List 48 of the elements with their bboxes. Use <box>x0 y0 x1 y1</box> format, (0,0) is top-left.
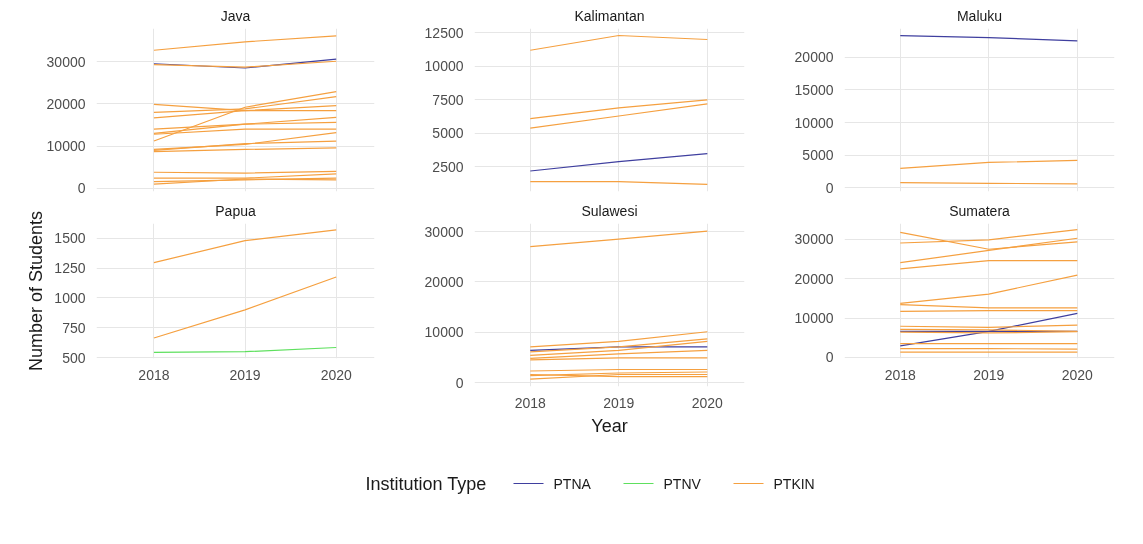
y-tick-label: 2500 <box>432 158 464 175</box>
y-tick-label: 5000 <box>432 125 464 142</box>
y-tick-label: 15000 <box>794 81 834 98</box>
y-tick-label: 30000 <box>46 53 86 70</box>
y-tick-label: 20000 <box>794 49 834 66</box>
y-tick-label: 10000 <box>424 58 464 75</box>
y-tick-label: 30000 <box>794 231 834 248</box>
y-tick-label: 1500 <box>54 230 86 247</box>
y-tick-label: 0 <box>77 180 86 197</box>
y-tick-label: 0 <box>825 349 834 366</box>
x-tick-label: 2018 <box>514 394 547 411</box>
chart-title: Papua <box>215 202 256 219</box>
x-tick-label: 2020 <box>691 394 724 411</box>
y-tick-label: 12500 <box>424 24 464 41</box>
y-tick-label: 1000 <box>54 289 86 306</box>
x-tick-label: 2019 <box>603 394 635 411</box>
y-axis-title: Number of Students <box>26 210 47 372</box>
y-tick-label: 20000 <box>424 273 464 290</box>
y-tick-label: 0 <box>455 374 464 391</box>
y-tick-label: 10000 <box>794 310 834 326</box>
x-tick-label: 2018 <box>138 366 170 383</box>
y-tick-label: 10000 <box>794 114 834 131</box>
legend-title: Institution Type <box>365 473 487 494</box>
legend-label: PTNV <box>663 475 702 492</box>
legend-label: PTNA <box>553 475 592 492</box>
x-tick-label: 2018 <box>884 366 917 383</box>
x-tick-label: 2019 <box>973 366 1005 383</box>
chart-title: Java <box>220 7 251 24</box>
y-tick-label: 0 <box>825 179 834 196</box>
y-tick-label: 30000 <box>424 223 464 240</box>
y-tick-label: 20000 <box>794 270 834 287</box>
y-tick-label: 10000 <box>424 324 464 341</box>
chart-title: Sumatera <box>949 202 1011 219</box>
y-tick-label: 750 <box>62 319 86 336</box>
chart-title: Sulawesi <box>581 202 638 219</box>
x-tick-label: 2019 <box>229 366 261 383</box>
y-tick-label: 7500 <box>432 91 464 108</box>
y-tick-label: 5000 <box>802 147 834 164</box>
y-tick-label: 20000 <box>46 95 86 112</box>
chart-title: Maluku <box>956 7 1003 24</box>
y-tick-label: 500 <box>62 349 86 366</box>
legend-label: PTKIN <box>773 475 815 492</box>
x-axis-title: Year <box>591 415 628 436</box>
y-tick-label: 1250 <box>54 260 86 277</box>
y-tick-label: 10000 <box>46 138 86 155</box>
x-tick-label: 2020 <box>1061 366 1094 383</box>
x-tick-label: 2020 <box>320 366 352 383</box>
chart-title: Kalimantan <box>574 7 645 24</box>
